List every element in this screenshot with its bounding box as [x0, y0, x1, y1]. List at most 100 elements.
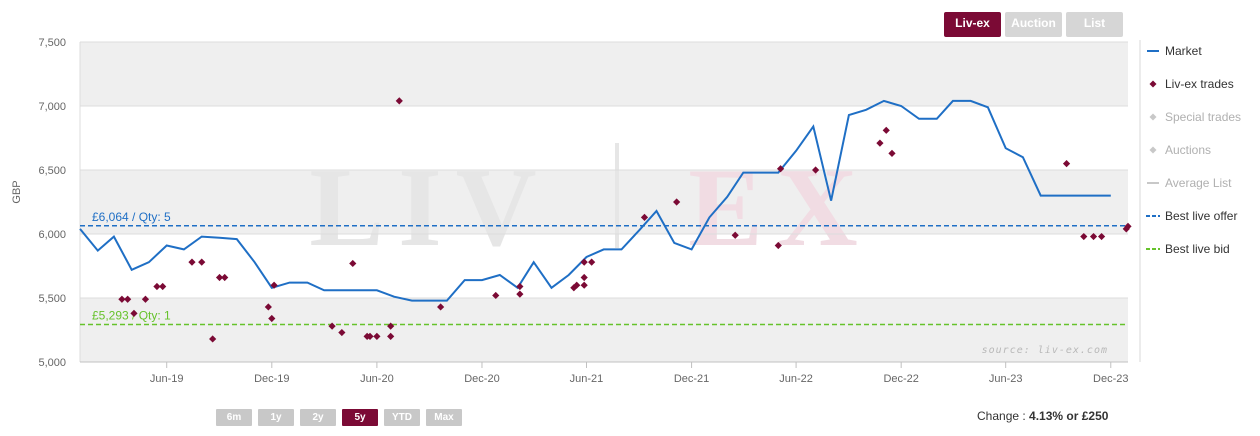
y-tick-label: 6,000	[38, 229, 66, 241]
range-ytd-button[interactable]: YTD	[384, 409, 420, 426]
change-summary: Change : 4.13% or £250	[977, 409, 1108, 423]
range-6m-button[interactable]: 6m	[216, 409, 252, 426]
trade-point	[580, 273, 588, 282]
legend-item-label: Special trades	[1165, 110, 1241, 124]
trade-point	[141, 295, 150, 303]
trade-point	[580, 258, 588, 266]
legend-item-label: Liv-ex trades	[1165, 77, 1234, 91]
watermark-ex: EX	[688, 146, 872, 270]
trade-point	[387, 322, 395, 330]
trade-point	[1124, 222, 1132, 230]
grid-lines	[79, 41, 1128, 363]
y-axis: 5,000 5,500 6,000 6,500 7,000 7,500	[38, 37, 66, 369]
legend-swatch	[1149, 113, 1157, 121]
range-1y-button[interactable]: 1y	[258, 409, 294, 426]
legend-item-label: Market	[1165, 44, 1202, 58]
trade-point	[437, 303, 445, 311]
range-2y-button[interactable]: 2y	[300, 409, 336, 426]
trade-point	[221, 273, 229, 282]
plot-bands	[80, 42, 1128, 362]
trade-point	[1062, 160, 1071, 168]
range-max-button[interactable]: Max	[426, 409, 462, 426]
trade-point	[268, 314, 276, 323]
range-selector: 6m 1y 2y 5y YTD Max	[216, 409, 462, 426]
trade-point	[215, 273, 224, 282]
trade-point	[270, 281, 278, 289]
trade-point	[573, 281, 581, 289]
trade-point	[373, 332, 381, 340]
trade-point	[516, 282, 524, 291]
trade-point	[516, 290, 524, 298]
trade-point	[776, 165, 785, 173]
trade-point	[338, 328, 346, 337]
trade-point	[888, 149, 896, 157]
range-5y-button[interactable]: 5y	[342, 409, 378, 426]
tab-liv-ex[interactable]: Liv-ex	[944, 12, 1001, 37]
trade-point	[328, 322, 336, 330]
legend-swatch	[1149, 146, 1157, 154]
x-tick-label: Dec-22	[883, 373, 918, 385]
plot-band	[80, 42, 1128, 106]
change-value: 4.13% or £250	[1029, 409, 1109, 423]
trade-point	[118, 295, 126, 303]
trade-point	[349, 259, 357, 268]
trade-point	[264, 303, 272, 311]
x-tick-label: Dec-23	[1093, 373, 1128, 385]
trade-point	[580, 281, 588, 289]
y-tick-label: 5,500	[38, 293, 66, 305]
tab-auction[interactable]: Auction	[1005, 12, 1062, 37]
trade-point	[492, 291, 500, 300]
watermark-liv: LIV	[309, 146, 550, 270]
y-axis-label: GBP	[11, 180, 23, 203]
x-tick-label: Dec-20	[464, 373, 499, 385]
source-text: source: liv-ex.com	[982, 345, 1108, 356]
trade-point	[882, 126, 890, 134]
trade-point	[731, 231, 739, 239]
plot-band	[80, 170, 1128, 234]
x-tick-label: Jun-22	[779, 373, 813, 385]
y-tick-label: 5,000	[38, 357, 66, 369]
x-tick-label: Jun-19	[150, 373, 184, 385]
trade-point	[395, 97, 403, 105]
trade-point	[153, 282, 161, 291]
reference-lines: £6,064 / Qty: 5 £5,293 / Qty: 1	[80, 210, 1128, 326]
trade-point	[570, 284, 578, 292]
data-source-tabs: Liv-ex Auction List	[944, 12, 1123, 37]
trade-point	[876, 139, 884, 147]
trade-point	[366, 332, 374, 340]
trade-point	[640, 213, 649, 221]
trade-point	[387, 332, 395, 340]
legend-item-label: Average List	[1165, 176, 1232, 190]
x-tick-label: Jun-21	[570, 373, 604, 385]
best-bid-label: £5,293 / Qty: 1	[92, 308, 171, 322]
market-series-line	[79, 99, 1111, 302]
legend: Market Liv-ex trades Special trades Auction…	[1146, 44, 1241, 256]
tab-list[interactable]: List	[1066, 12, 1123, 37]
x-tick-label: Dec-21	[674, 373, 709, 385]
best-offer-label: £6,064 / Qty: 5	[92, 210, 171, 224]
legend-item-label: Auctions	[1165, 143, 1211, 157]
x-tick-label: Jun-20	[360, 373, 394, 385]
trade-point	[188, 258, 196, 266]
trade-point	[673, 198, 681, 206]
trade-point	[588, 258, 596, 266]
trade-point	[209, 335, 217, 343]
plot-band	[80, 298, 1128, 362]
x-axis: Jun-19 Dec-19 Jun-20 Dec-20 Jun-21 Dec-21 Jun-…	[80, 361, 1129, 385]
trade-point	[124, 295, 132, 303]
plot-band	[80, 234, 1128, 298]
trade-point	[774, 241, 782, 250]
x-tick-label: Jun-23	[989, 373, 1023, 385]
y-tick-label: 7,000	[38, 101, 66, 113]
change-label: Change :	[977, 409, 1030, 423]
trade-point	[1089, 232, 1098, 241]
plot-band	[80, 106, 1128, 170]
trade-point	[198, 258, 206, 266]
legend-item-label: Best live bid	[1165, 242, 1230, 256]
trade-point	[1097, 232, 1106, 241]
trade-point	[812, 166, 820, 174]
x-tick-label: Dec-19	[254, 373, 289, 385]
trades-series	[118, 97, 1132, 343]
trade-point	[130, 309, 138, 317]
